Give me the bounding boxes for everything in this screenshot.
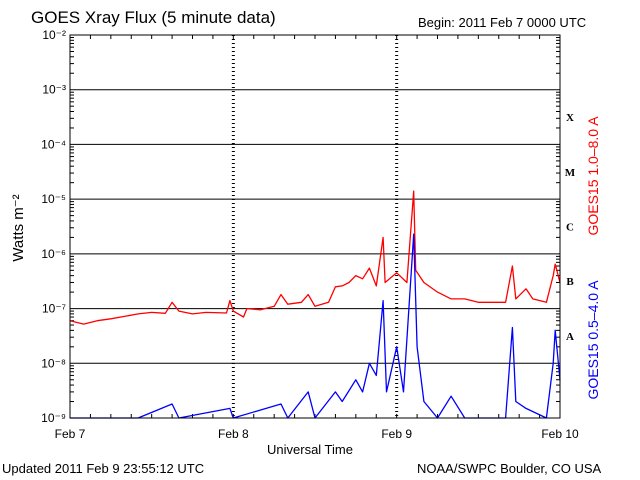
y-tick-label: 10⁻⁶ — [41, 247, 66, 261]
y-tick-label: 10⁻² — [42, 28, 66, 42]
y-axis-title: Watts m⁻² — [10, 194, 27, 261]
flare-class-label: B — [566, 276, 574, 288]
legend-label: GOES15 1.0–8.0 A — [585, 116, 601, 236]
updated-timestamp: Updated 2011 Feb 9 23:55:12 UTC — [2, 461, 205, 476]
y-tick-label: 10⁻⁴ — [41, 137, 66, 151]
x-tick-label: Feb 8 — [218, 427, 249, 441]
x-tick-label: Feb 7 — [55, 427, 86, 441]
begin-timestamp: Begin: 2011 Feb 7 0000 UTC — [418, 15, 587, 30]
series-line-short-wavelength — [70, 233, 561, 419]
y-tick-label: 10⁻⁷ — [42, 302, 66, 316]
series-line-long-wavelength — [69, 190, 561, 325]
y-tick-label: 10⁻⁵ — [41, 192, 66, 206]
flare-class-label: A — [566, 331, 574, 343]
x-axis-title: Universal Time — [267, 442, 353, 457]
plot-frame — [69, 34, 561, 419]
credit-label: NOAA/SWPC Boulder, CO USA — [417, 461, 602, 476]
x-tick-label: Feb 9 — [381, 427, 412, 441]
flare-class-label: M — [565, 167, 576, 179]
legend-label: GOES15 0.5–4.0 A — [585, 280, 601, 400]
chart-title: GOES Xray Flux (5 minute data) — [31, 8, 276, 27]
flare-class-label: X — [566, 112, 574, 124]
y-tick-label: 10⁻⁸ — [41, 356, 66, 370]
y-tick-label: 10⁻⁹ — [41, 411, 66, 425]
x-tick-label: Feb 10 — [541, 427, 579, 441]
y-tick-label: 10⁻³ — [42, 83, 66, 97]
flare-class-label: C — [566, 222, 574, 234]
